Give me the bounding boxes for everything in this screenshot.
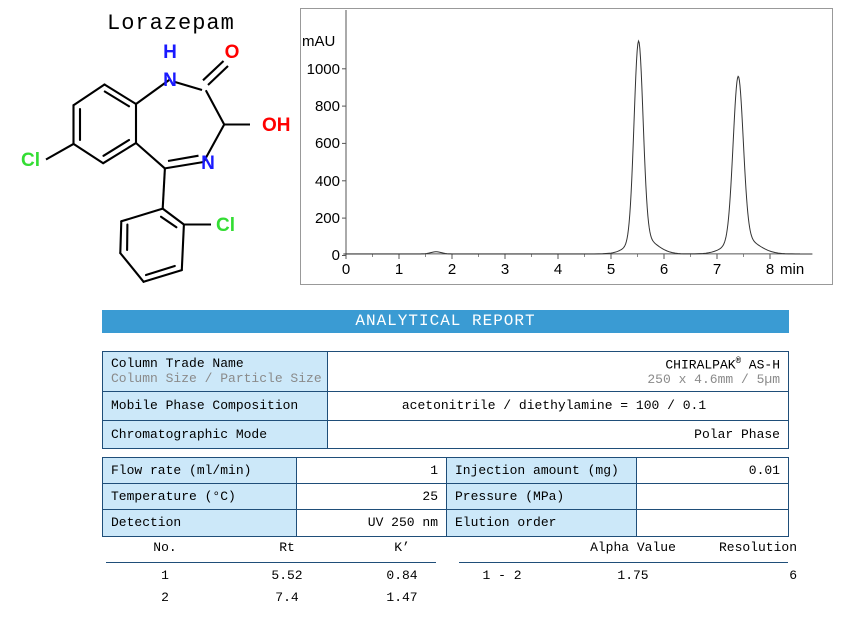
svg-text:H: H [163,42,177,63]
svg-text:2: 2 [448,261,456,278]
svg-text:4: 4 [554,261,562,278]
svg-text:O: O [225,42,240,63]
svg-text:3: 3 [501,261,509,278]
svg-text:0: 0 [332,247,340,264]
svg-text:800: 800 [315,98,340,115]
svg-text:200: 200 [315,210,340,227]
svg-text:Cl: Cl [216,215,235,236]
svg-text:min: min [780,261,804,278]
svg-text:1: 1 [395,261,403,278]
svg-text:600: 600 [315,135,340,152]
svg-text:0: 0 [342,261,350,278]
svg-text:6: 6 [660,261,668,278]
svg-text:OH: OH [262,115,291,136]
svg-text:7: 7 [713,261,721,278]
svg-text:1000: 1000 [307,61,340,78]
svg-text:400: 400 [315,173,340,190]
svg-text:5: 5 [607,261,615,278]
svg-text:Cl: Cl [21,150,40,171]
svg-text:mAU: mAU [302,33,335,50]
svg-text:8: 8 [766,261,774,278]
svg-text:N: N [163,70,177,91]
svg-text:N: N [201,153,215,174]
